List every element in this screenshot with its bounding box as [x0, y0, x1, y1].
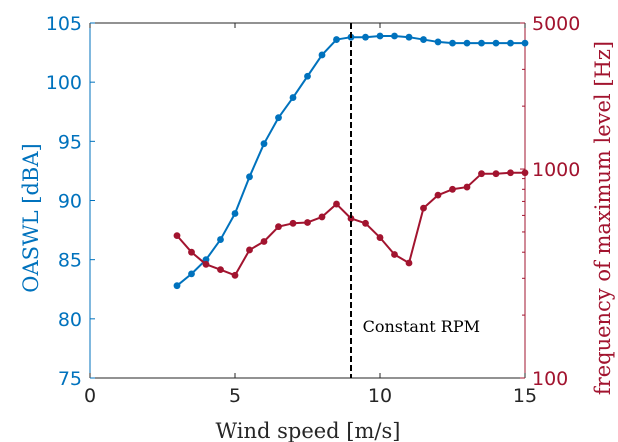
y-axis-right-label: frequency of maximum level [Hz] — [591, 41, 615, 395]
frequency-data-point — [362, 219, 369, 227]
frequency-data-point — [405, 259, 413, 267]
frequency-data-point — [376, 234, 384, 241]
frequency-data-point — [434, 191, 442, 199]
oaswl-data-point — [391, 32, 398, 40]
oaswl-data-point — [318, 51, 326, 59]
y-right-tick-label: 1000 — [532, 159, 580, 181]
y-left-tick-label: 90 — [58, 191, 82, 213]
oaswl-data-point — [478, 39, 485, 47]
frequency-data-point — [391, 251, 398, 258]
chart-text: OASWL [dBA] frequency of maximum level [… — [19, 41, 615, 442]
frequency-data-point — [333, 200, 340, 208]
y-left-tick-label: 80 — [58, 309, 82, 331]
x-tick-label: 10 — [368, 385, 392, 407]
y-axis-left-label: OASWL [dBA] — [19, 143, 43, 292]
frequency-data-point — [449, 185, 456, 193]
frequency-data-point — [507, 169, 514, 177]
y-right-tick-label: 100 — [532, 368, 568, 390]
x-tick-label: 0 — [84, 385, 96, 407]
oaswl-data-point — [449, 39, 456, 47]
frequency-data-point — [521, 169, 529, 177]
oaswl-data-point — [521, 39, 529, 47]
y-left-tick-label: 85 — [58, 250, 82, 272]
oaswl-data-point — [275, 114, 282, 122]
oaswl-data-point — [188, 270, 195, 278]
frequency-data-point — [478, 170, 485, 178]
y-left-tick-label: 105 — [46, 13, 82, 35]
x-axis-label: Wind speed [m/s] — [216, 419, 401, 442]
oaswl-data-point — [260, 140, 268, 148]
oaswl-data-point — [304, 72, 311, 80]
constant-rpm-annotation: Constant RPM — [363, 317, 480, 336]
oaswl-data-point — [420, 36, 427, 43]
y-left-tick-label: 100 — [46, 72, 82, 94]
oaswl-data-point — [217, 236, 224, 243]
oaswl-data-point — [507, 39, 514, 47]
frequency-data-point — [304, 219, 311, 226]
oaswl-data-point — [202, 256, 210, 264]
y-left-tick-label: 75 — [58, 368, 82, 390]
frequency-data-point — [246, 246, 253, 254]
frequency-data-point — [275, 223, 282, 231]
y-left-tick-label: 95 — [58, 131, 82, 153]
frequency-data-point — [347, 215, 355, 222]
oaswl-data-point — [289, 94, 297, 101]
oaswl-data-point — [405, 33, 413, 41]
oaswl-data-point — [246, 173, 253, 181]
frequency-data-point — [492, 170, 500, 178]
frequency-data-point — [202, 260, 210, 268]
frequency-data-point — [188, 248, 195, 256]
y-right-tick-label: 5000 — [532, 13, 580, 35]
frequency-data-point — [420, 204, 427, 212]
x-tick-label: 5 — [229, 385, 241, 407]
frequency-data-point — [318, 213, 326, 221]
axes: 0 5 10 15 75 80 85 90 95 100 105 100 1000 5000 — [46, 13, 581, 407]
series-group — [173, 23, 529, 378]
oaswl-data-point — [463, 39, 471, 47]
frequency-data-point — [217, 266, 224, 274]
oaswl-data-point — [333, 36, 340, 43]
x-tick-label: 15 — [513, 385, 537, 407]
oaswl-data-point — [362, 33, 369, 41]
oaswl-data-point — [376, 32, 384, 40]
oaswl-data-point — [492, 39, 500, 47]
oaswl-data-point — [231, 210, 239, 217]
frequency-data-point — [231, 271, 239, 279]
oaswl-data-point — [173, 282, 181, 290]
frequency-data-point — [260, 238, 268, 245]
frequency-data-point — [173, 232, 181, 240]
frequency-data-point — [463, 183, 471, 191]
frequency-data-point — [289, 219, 297, 227]
oaswl-data-point — [434, 38, 442, 46]
